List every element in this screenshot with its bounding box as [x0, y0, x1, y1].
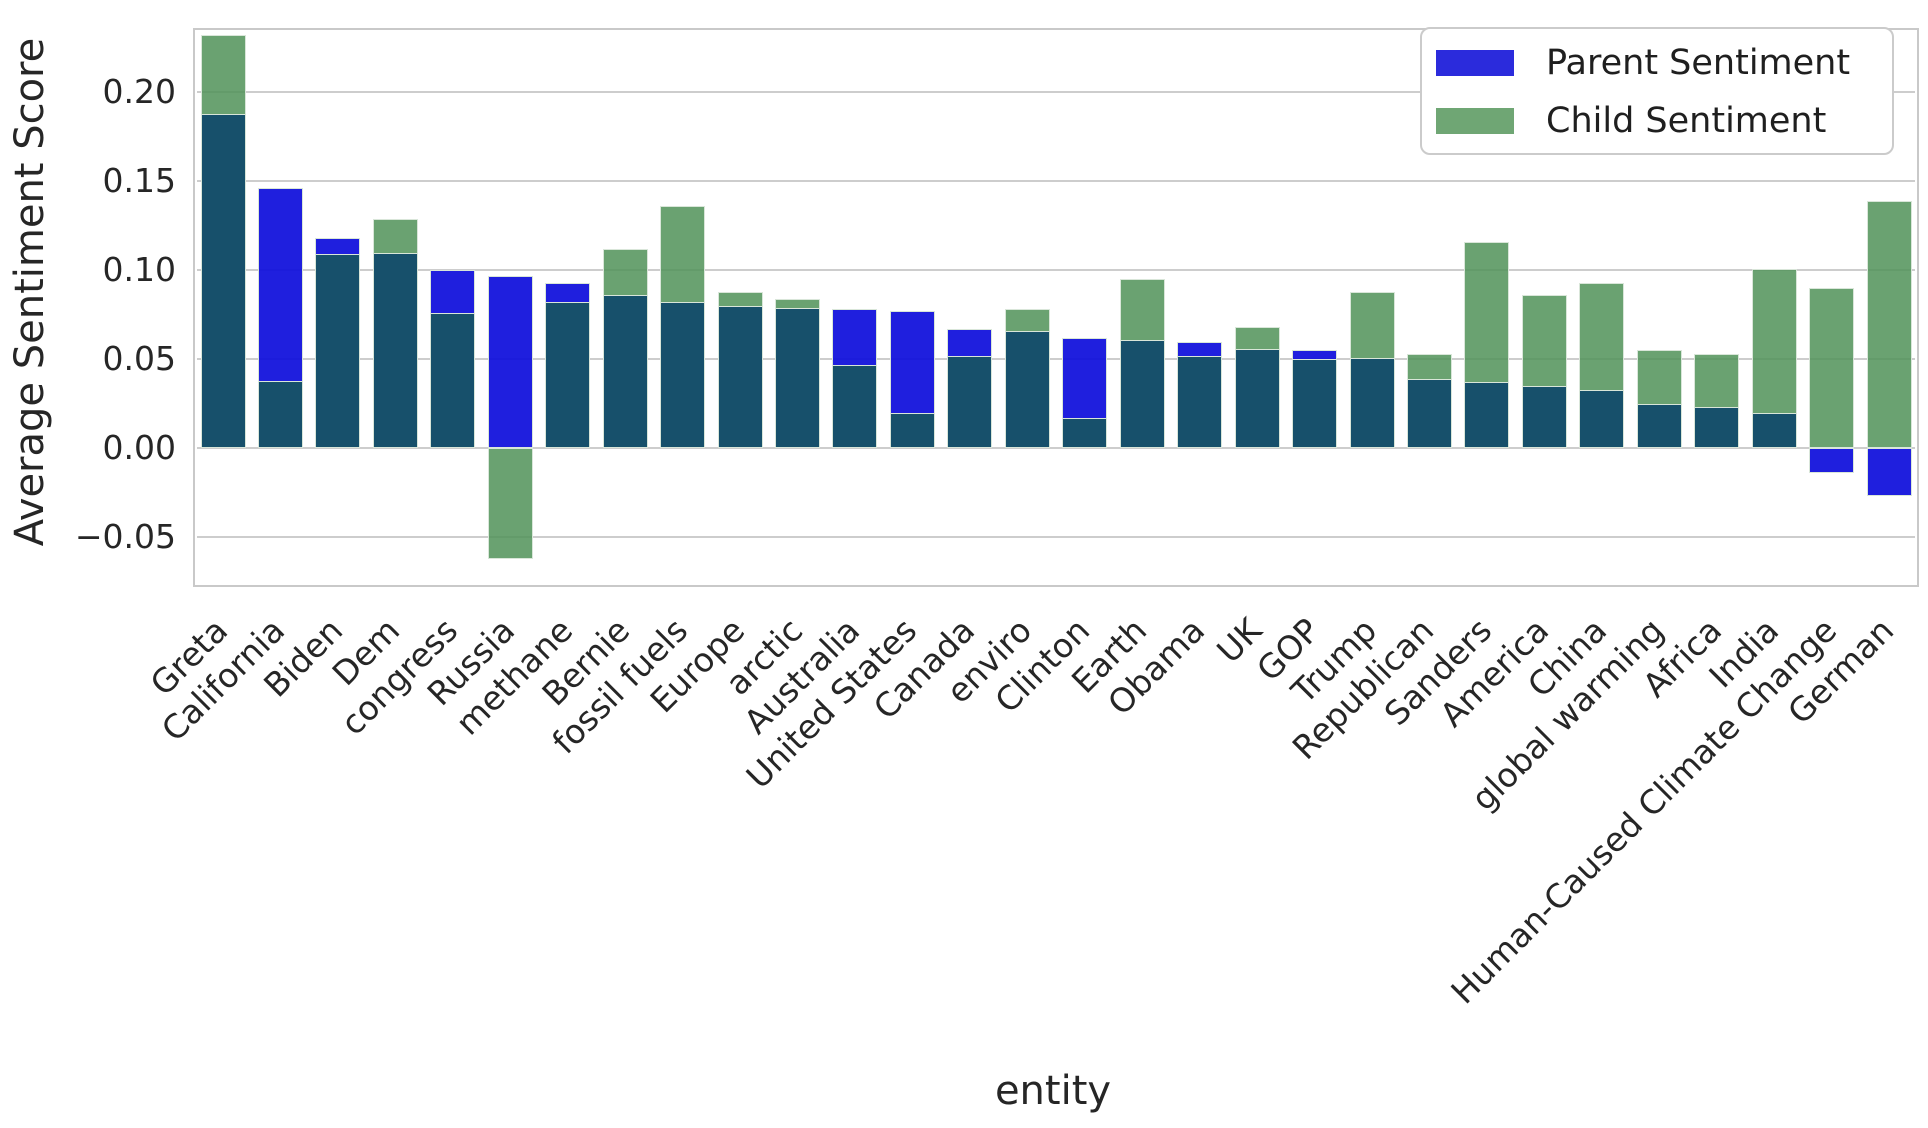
bar-overlap-america — [1521, 386, 1567, 449]
bar-overlap-uk — [1234, 348, 1280, 449]
bar-overlap-sanders — [1464, 382, 1510, 449]
bar-overlap-earth — [1119, 339, 1165, 449]
bar-parent-russia — [487, 275, 533, 449]
y-tick-label: 0.15 — [102, 161, 176, 201]
bar-child-human-caused-climate-change — [1809, 288, 1855, 449]
legend-label-parent-sentiment: Parent Sentiment — [1546, 43, 1851, 83]
bar-overlap-methane — [545, 302, 591, 449]
x-axis-title: entity — [994, 1068, 1112, 1114]
plot-border-left — [193, 28, 195, 587]
bar-overlap-united-states — [889, 412, 935, 449]
gridline — [197, 447, 1915, 450]
y-tick-label: 0.20 — [102, 72, 176, 112]
bar-overlap-canada — [947, 355, 993, 449]
bar-overlap-republican — [1406, 378, 1452, 449]
bar-overlap-biden — [315, 254, 361, 449]
bar-child-russia — [487, 448, 533, 559]
legend-item-parent-sentiment: Parent Sentiment — [1436, 43, 1850, 83]
legend-label-child-sentiment: Child Sentiment — [1546, 101, 1827, 141]
bar-overlap-australia — [832, 364, 878, 449]
bar-overlap-congress — [430, 313, 476, 449]
y-tick-label: 0.05 — [102, 339, 176, 379]
y-axis-title: Average Sentiment Score — [7, 37, 53, 547]
bar-overlap-trump — [1349, 357, 1395, 449]
bar-parent-human-caused-climate-change — [1809, 448, 1855, 474]
y-tick-label: 0.00 — [102, 428, 176, 468]
bar-overlap-enviro — [1004, 330, 1050, 449]
bar-overlap-global-warming — [1636, 403, 1682, 449]
plot-border-bottom — [195, 585, 1917, 587]
legend-item-child-sentiment: Child Sentiment — [1436, 101, 1826, 141]
bar-overlap-europe — [717, 305, 763, 449]
bar-overlap-dem — [372, 252, 418, 449]
bar-overlap-clinton — [1062, 418, 1108, 449]
legend-swatch-parent-sentiment — [1436, 50, 1514, 76]
gridline — [197, 269, 1915, 272]
bar-child-german — [1866, 200, 1912, 449]
plot-border-top — [195, 28, 1917, 30]
gridline — [197, 536, 1915, 539]
bar-overlap-bernie — [602, 295, 648, 449]
gridline — [197, 91, 1915, 94]
bar-overlap-china — [1579, 389, 1625, 449]
bar-overlap-obama — [1177, 355, 1223, 449]
bar-overlap-gop — [1292, 359, 1338, 449]
gridline — [197, 180, 1915, 183]
bar-overlap-greta — [200, 113, 246, 449]
bar-overlap-fossil-fuels — [660, 302, 706, 449]
bar-overlap-california — [257, 380, 303, 449]
bar-overlap-arctic — [775, 307, 820, 449]
bar-parent-german — [1866, 448, 1912, 497]
bar-overlap-africa — [1694, 407, 1740, 449]
legend-swatch-child-sentiment — [1436, 108, 1514, 134]
plot-border-right — [1917, 28, 1919, 587]
bar-overlap-india — [1751, 412, 1797, 449]
legend: Parent Sentiment Child Sentiment — [1420, 27, 1894, 155]
gridline — [197, 358, 1915, 361]
y-tick-label: −0.05 — [74, 517, 176, 557]
y-tick-label: 0.10 — [102, 250, 176, 290]
